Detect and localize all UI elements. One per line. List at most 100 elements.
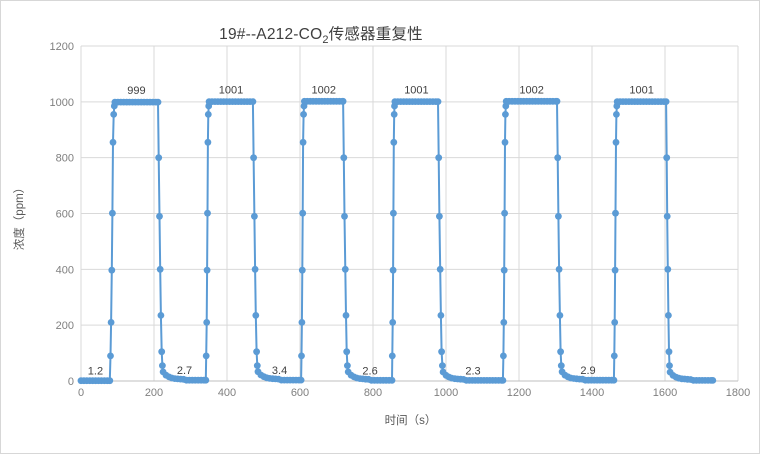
y-tick-label: 1200 <box>50 41 74 53</box>
data-point-marker[interactable] <box>554 154 562 162</box>
data-point-marker[interactable] <box>202 376 210 384</box>
data-point-marker[interactable] <box>204 111 212 118</box>
data-point-marker[interactable] <box>557 362 565 369</box>
x-tick-label: 1600 <box>653 387 677 399</box>
data-point-marker[interactable] <box>157 312 165 319</box>
data-point-marker[interactable] <box>553 97 561 105</box>
data-point-marker[interactable] <box>665 348 673 356</box>
data-point-marker[interactable] <box>109 209 116 217</box>
chart-title-subscript: 2 <box>322 34 329 47</box>
data-point-marker[interactable] <box>106 377 114 385</box>
data-point-marker[interactable] <box>204 209 211 217</box>
data-point-marker[interactable] <box>340 154 348 162</box>
data-point-marker[interactable] <box>251 265 259 273</box>
data-point-marker[interactable] <box>502 111 509 118</box>
y-tick-label: 600 <box>56 209 74 221</box>
valley-data-label: 2.6 <box>362 365 377 377</box>
data-point-marker[interactable] <box>436 265 444 273</box>
data-point-marker[interactable] <box>154 98 162 106</box>
data-point-marker[interactable] <box>344 362 351 369</box>
data-point-marker[interactable] <box>435 154 443 162</box>
peak-data-label: 1001 <box>404 85 428 97</box>
data-point-marker[interactable] <box>159 362 166 369</box>
data-point-marker[interactable] <box>110 111 118 118</box>
data-point-marker[interactable] <box>299 209 307 217</box>
data-point-marker[interactable] <box>501 138 509 146</box>
data-point-marker[interactable] <box>610 352 618 360</box>
data-point-marker[interactable] <box>107 352 114 360</box>
data-point-marker[interactable] <box>253 348 260 356</box>
data-point-marker[interactable] <box>389 319 397 326</box>
data-point-marker[interactable] <box>156 265 164 273</box>
data-point-marker[interactable] <box>156 212 163 220</box>
data-point-marker[interactable] <box>204 138 212 146</box>
x-axis-title: 时间（s） <box>384 415 437 427</box>
data-point-marker[interactable] <box>612 209 619 217</box>
data-point-marker[interactable] <box>389 266 397 274</box>
data-point-marker[interactable] <box>500 266 508 274</box>
data-point-marker[interactable] <box>709 377 717 384</box>
data-point-marker[interactable] <box>662 98 670 105</box>
data-point-marker[interactable] <box>388 376 396 384</box>
data-point-marker[interactable] <box>610 376 618 384</box>
data-point-marker[interactable] <box>388 352 396 360</box>
data-point-marker[interactable] <box>438 348 445 356</box>
data-point-marker[interactable] <box>501 209 508 217</box>
data-point-marker[interactable] <box>109 138 117 146</box>
data-point-marker[interactable] <box>439 362 446 369</box>
data-point-marker[interactable] <box>611 266 619 274</box>
y-tick-label: 200 <box>56 320 74 332</box>
data-point-marker[interactable] <box>664 265 672 273</box>
data-point-marker[interactable] <box>613 111 620 118</box>
data-point-marker[interactable] <box>251 212 258 220</box>
data-point-marker[interactable] <box>437 312 445 319</box>
data-point-marker[interactable] <box>339 97 347 105</box>
data-point-marker[interactable] <box>390 209 397 217</box>
data-point-marker[interactable] <box>298 266 306 274</box>
x-tick-label: 400 <box>218 387 236 399</box>
data-point-marker[interactable] <box>555 265 563 273</box>
data-point-marker[interactable] <box>252 312 260 319</box>
data-point-marker[interactable] <box>436 212 443 220</box>
data-point-marker[interactable] <box>663 154 671 162</box>
data-point-marker[interactable] <box>300 111 307 118</box>
data-point-marker[interactable] <box>253 362 261 369</box>
data-point-marker[interactable] <box>108 266 116 274</box>
y-tick-label: 800 <box>56 153 74 165</box>
data-point-marker[interactable] <box>557 348 564 356</box>
data-point-marker[interactable] <box>203 266 211 274</box>
data-point-marker[interactable] <box>250 154 257 162</box>
data-point-marker[interactable] <box>343 348 351 356</box>
data-point-marker[interactable] <box>298 352 305 360</box>
data-point-marker[interactable] <box>611 319 619 326</box>
data-point-marker[interactable] <box>666 362 673 369</box>
data-point-marker[interactable] <box>249 98 257 105</box>
data-point-marker[interactable] <box>155 154 163 162</box>
data-point-marker[interactable] <box>341 265 349 273</box>
data-point-marker[interactable] <box>555 212 562 220</box>
data-point-marker[interactable] <box>107 319 115 326</box>
data-point-marker[interactable] <box>500 352 507 360</box>
data-point-marker[interactable] <box>299 138 307 146</box>
data-point-marker[interactable] <box>342 312 350 319</box>
x-tick-label: 1200 <box>507 387 531 399</box>
data-point-marker[interactable] <box>434 98 442 105</box>
data-point-marker[interactable] <box>390 111 398 118</box>
x-tick-label: 0 <box>78 387 84 399</box>
data-point-marker[interactable] <box>390 138 398 146</box>
data-point-marker[interactable] <box>203 319 211 326</box>
data-point-marker[interactable] <box>612 138 620 146</box>
data-point-marker[interactable] <box>341 212 348 220</box>
data-point-marker[interactable] <box>499 377 507 384</box>
data-point-marker[interactable] <box>500 319 508 326</box>
data-point-marker[interactable] <box>556 312 564 319</box>
data-point-marker[interactable] <box>158 348 166 356</box>
data-point-marker[interactable] <box>665 312 672 319</box>
x-tick-label: 1400 <box>580 387 604 399</box>
data-point-marker[interactable] <box>298 319 306 326</box>
data-point-marker[interactable] <box>663 212 671 220</box>
data-point-marker[interactable] <box>202 352 210 360</box>
data-point-marker[interactable] <box>297 376 305 384</box>
